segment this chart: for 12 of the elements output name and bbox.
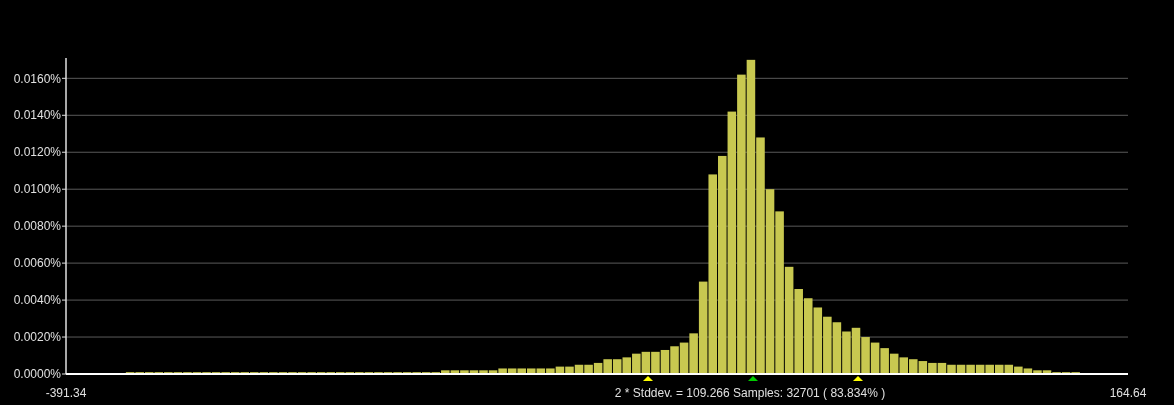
y-tick-label: 0.0000% [13,367,62,382]
text: 2 * Stddev. = 109.266 Samples: 32701 ( 83.834% ) [614,386,886,400]
y-tick-label: 0.0040% [13,293,62,308]
y-tick-label: 0.0080% [13,219,62,234]
y-tick-label: 0.0140% [13,108,62,123]
y-tick-label: 0.0160% [13,71,62,86]
y-tick-label: 0.0100% [13,182,62,197]
y-tick-label: 0.0120% [13,145,62,160]
x-tick-label: -391.34 [45,386,87,400]
y-tick-label: 0.0060% [13,256,62,271]
y-tick-label: 0.0020% [13,330,62,345]
x-tick-label: 164.64 [1109,386,1147,400]
